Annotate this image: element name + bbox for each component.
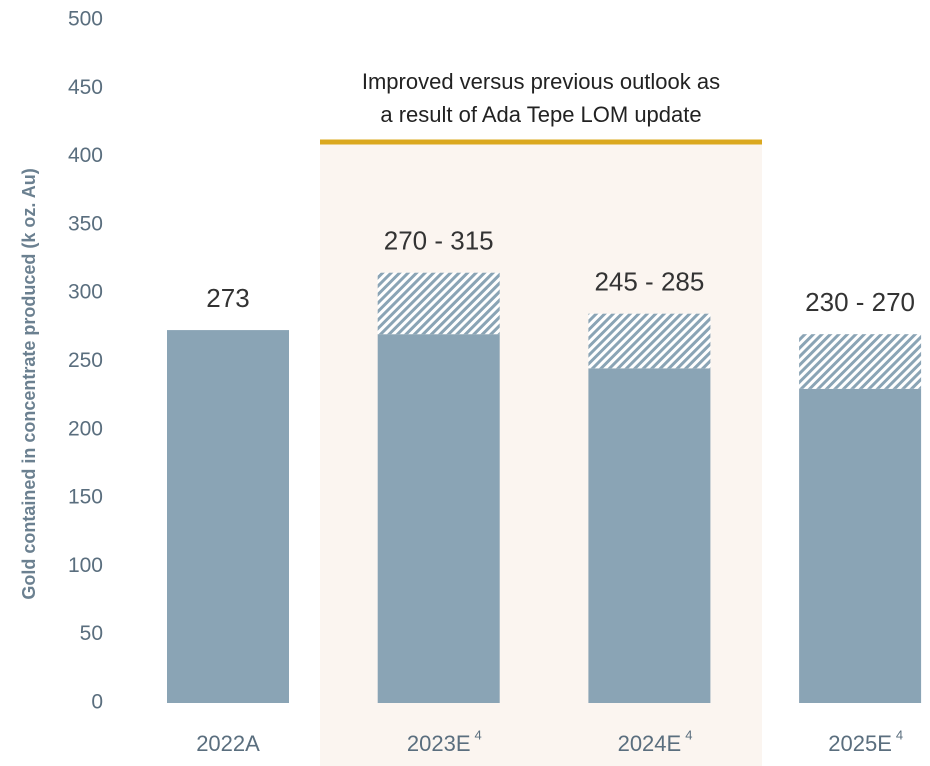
y-tick-label: 0 [91, 691, 103, 714]
y-tick-label: 100 [68, 554, 103, 577]
footnote-marker: 4 [685, 727, 692, 742]
y-tick-label: 150 [68, 486, 103, 509]
y-tick-label: 50 [80, 622, 103, 645]
annotation-text: Improved versus previous outlook as [362, 69, 720, 94]
value-label: 245 - 285 [594, 267, 704, 297]
y-tick-label: 450 [68, 76, 103, 99]
range-bar [588, 313, 711, 369]
bar [377, 334, 500, 703]
y-tick-label: 250 [68, 349, 103, 372]
value-label: 273 [206, 283, 249, 313]
footnote-marker: 4 [475, 727, 482, 742]
value-label: 230 - 270 [805, 287, 915, 317]
range-bar [799, 334, 922, 389]
y-tick-label: 350 [68, 212, 103, 235]
x-tick-label: 2024E [618, 731, 682, 756]
y-axis-label: Gold contained in concentrate produced (… [19, 168, 39, 599]
y-tick-label: 500 [68, 8, 103, 31]
bar [167, 330, 289, 703]
x-tick-label: 2025E [828, 731, 892, 756]
bar [588, 368, 711, 703]
annotation-text: a result of Ada Tepe LOM update [380, 102, 701, 127]
range-bar [377, 272, 500, 335]
y-tick-label: 200 [68, 417, 103, 440]
y-tick-label: 300 [68, 281, 103, 304]
x-tick-label: 2022A [196, 731, 260, 756]
x-tick-label: 2023E [407, 731, 471, 756]
footnote-marker: 4 [896, 727, 903, 742]
value-label: 270 - 315 [384, 226, 494, 256]
y-tick-label: 400 [68, 144, 103, 167]
bar [799, 388, 922, 703]
